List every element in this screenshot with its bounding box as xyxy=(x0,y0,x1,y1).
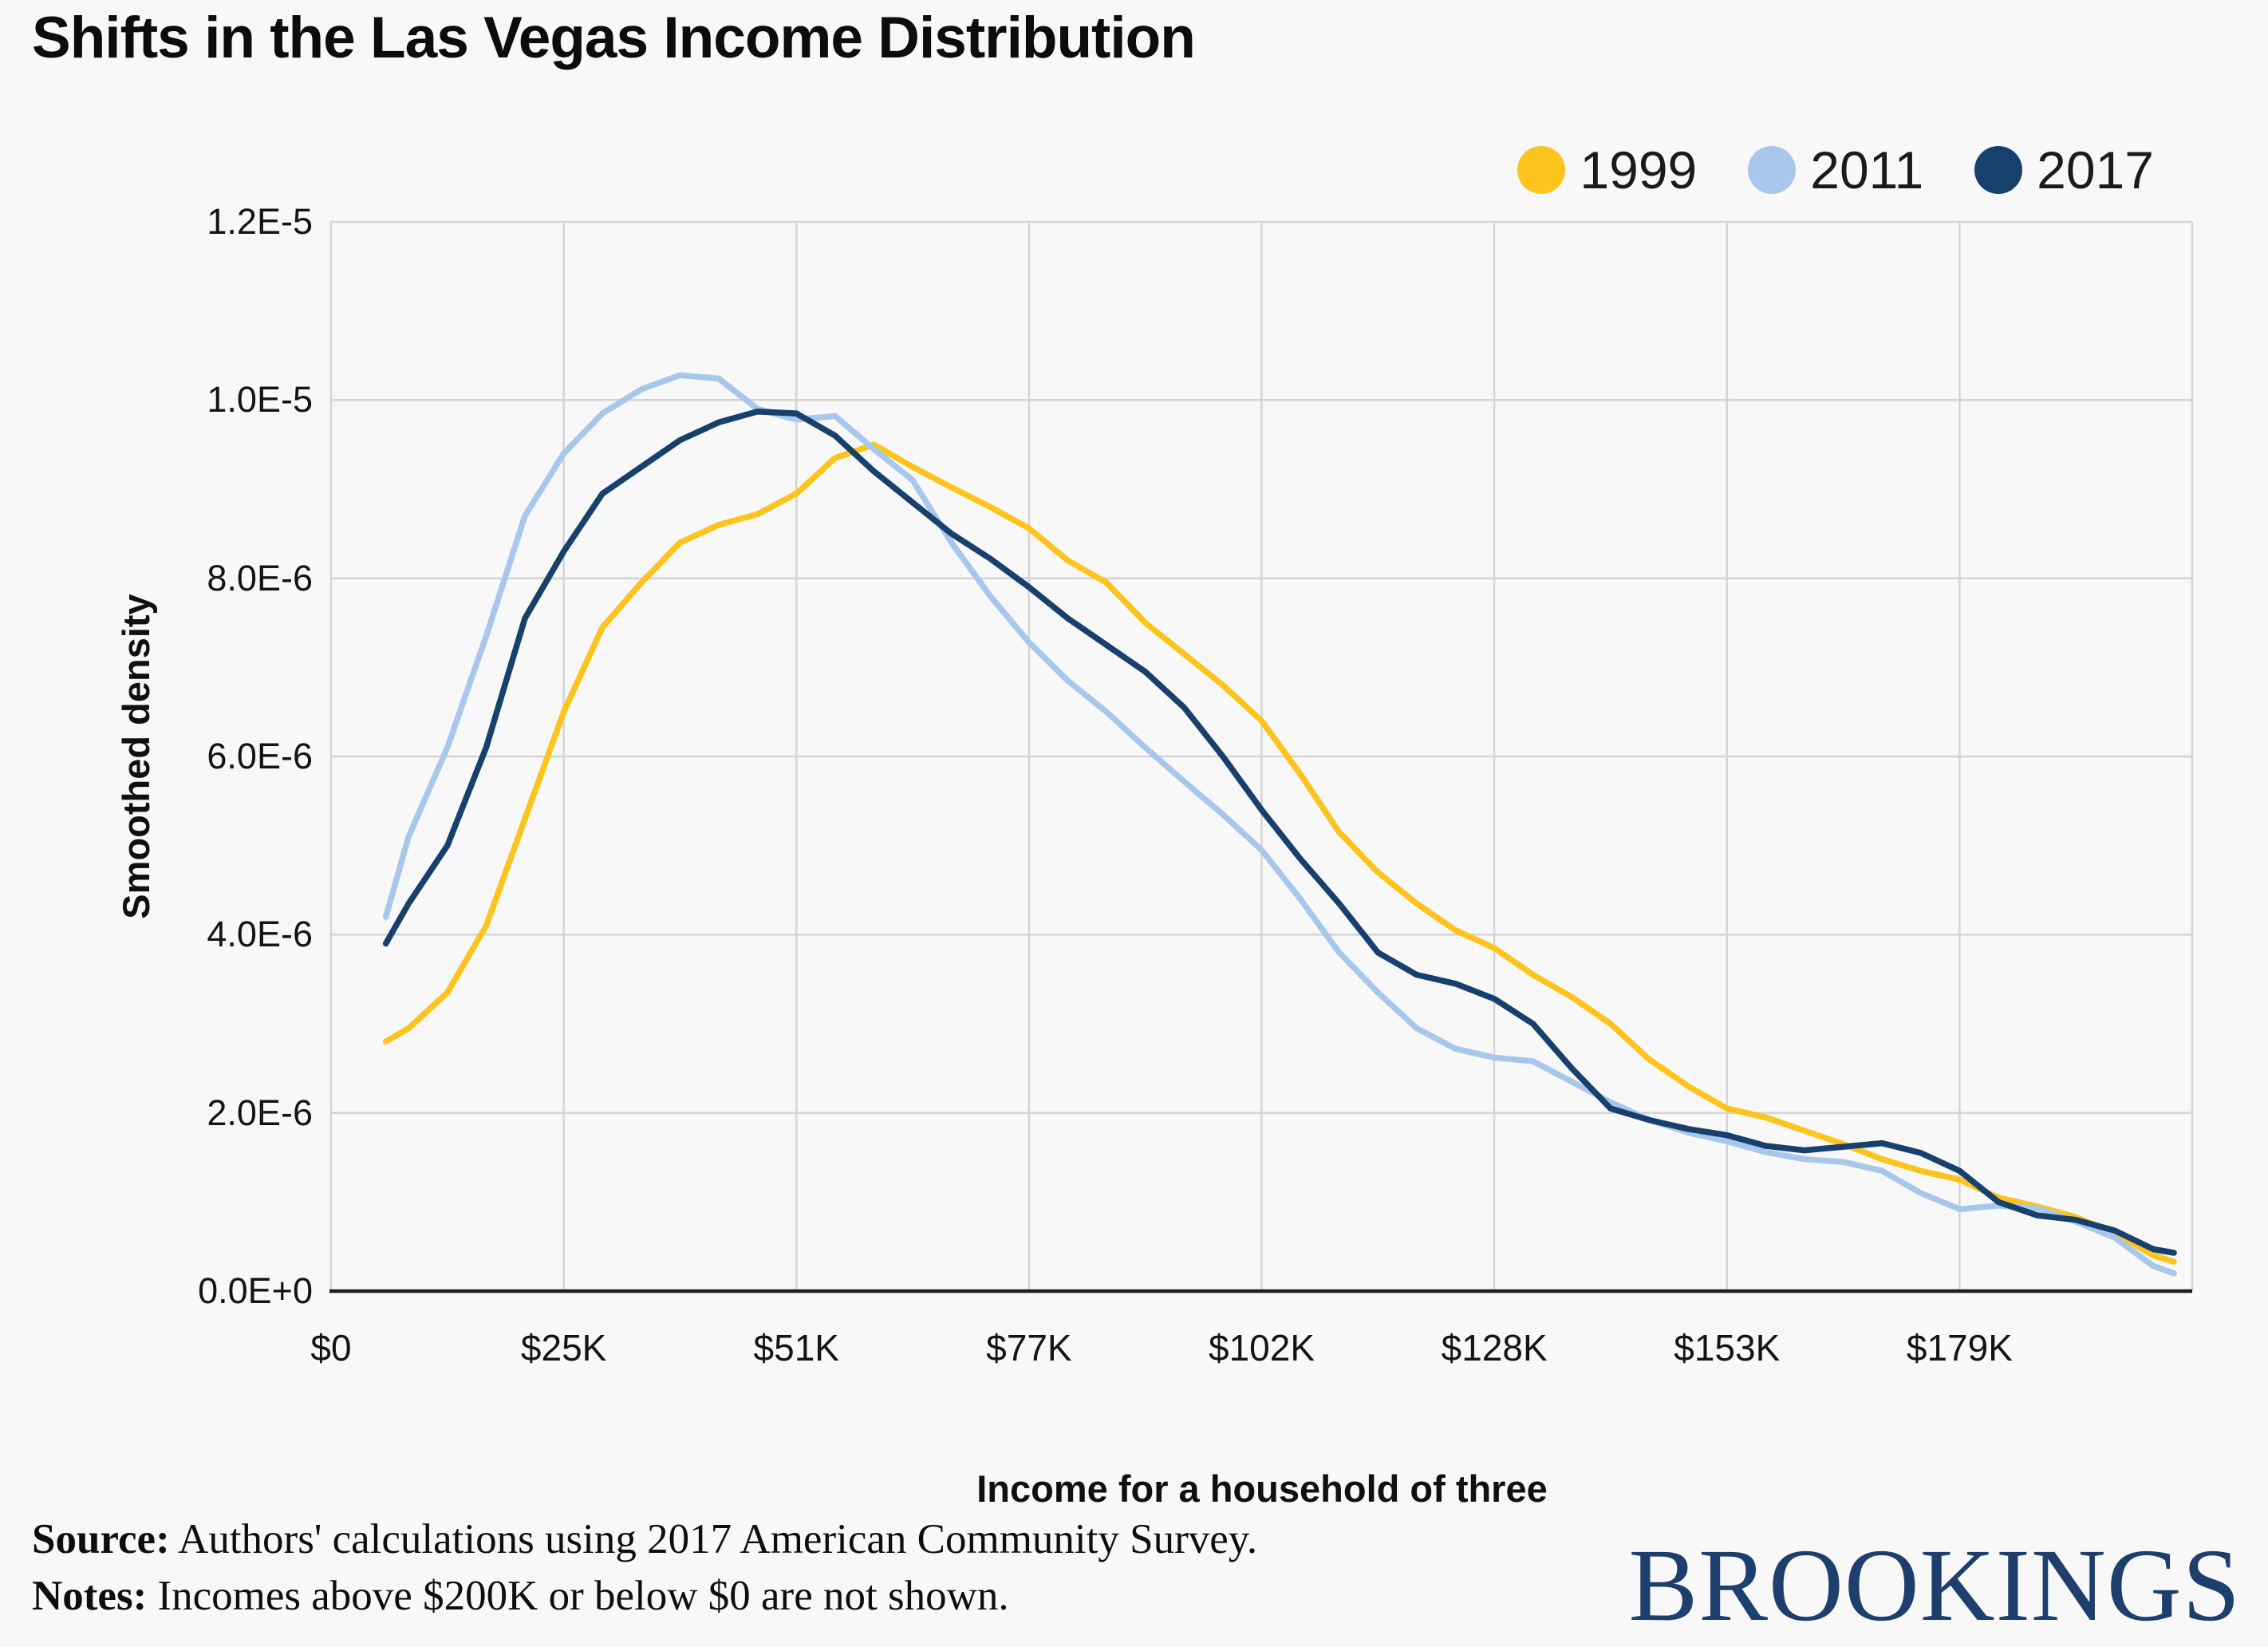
series-line-2011 xyxy=(382,372,2177,1277)
y-tick-label: 8.0E-6 xyxy=(207,557,313,598)
x-axis-title: Income for a household of three xyxy=(976,1467,1548,1510)
chart-title: Shifts in the Las Vegas Income Distribut… xyxy=(32,6,1196,70)
series-line-2017 xyxy=(382,409,2177,1256)
notes-label: Notes: xyxy=(32,1573,148,1619)
footer-source-line: Source: Authors' calculations using 2017… xyxy=(32,1511,1257,1568)
legend-item-1999: 1999 xyxy=(1517,144,1697,196)
y-tick-label: 0.0E+0 xyxy=(198,1270,313,1311)
legend-label: 1999 xyxy=(1580,140,1698,199)
x-tick-label: $179K xyxy=(1906,1327,2013,1369)
legend-dot-icon xyxy=(1748,146,1797,194)
legend-label: 2011 xyxy=(1810,140,1924,199)
x-tick-label: $25K xyxy=(520,1327,607,1369)
y-tick-label: 1.0E-5 xyxy=(207,379,313,421)
legend-item-2017: 2017 xyxy=(1974,144,2154,196)
x-tick-label: $128K xyxy=(1441,1327,1548,1369)
footer-notes: Source: Authors' calculations using 2017… xyxy=(32,1511,1257,1625)
x-tick-label: $153K xyxy=(1674,1327,1781,1369)
notes-text: Incomes above $200K or below $0 are not … xyxy=(147,1573,1009,1619)
y-tick-label: 2.0E-6 xyxy=(207,1092,313,1133)
x-tick-label: $0 xyxy=(310,1327,352,1369)
y-tick-label: 1.2E-5 xyxy=(207,201,313,242)
brookings-logo: BROOKINGS xyxy=(1628,1528,2241,1643)
source-text: Authors' calculations using 2017 America… xyxy=(169,1516,1258,1562)
x-tick-label: $51K xyxy=(753,1327,839,1369)
x-tick-label: $77K xyxy=(986,1327,1072,1369)
x-tick-label: $102K xyxy=(1208,1327,1315,1369)
legend: 1999 2011 2017 xyxy=(1517,144,2154,196)
y-tick-label: 6.0E-6 xyxy=(207,736,313,776)
legend-item-2011: 2011 xyxy=(1748,144,1923,196)
y-tick-label: 4.0E-6 xyxy=(207,914,313,955)
legend-label: 2017 xyxy=(2037,140,2154,199)
legend-dot-icon xyxy=(1974,146,2023,194)
footer-notes-line: Notes: Incomes above $200K or below $0 a… xyxy=(32,1568,1257,1625)
legend-dot-icon xyxy=(1517,146,1566,194)
series-line-1999 xyxy=(382,441,2177,1265)
source-label: Source: xyxy=(32,1516,170,1562)
